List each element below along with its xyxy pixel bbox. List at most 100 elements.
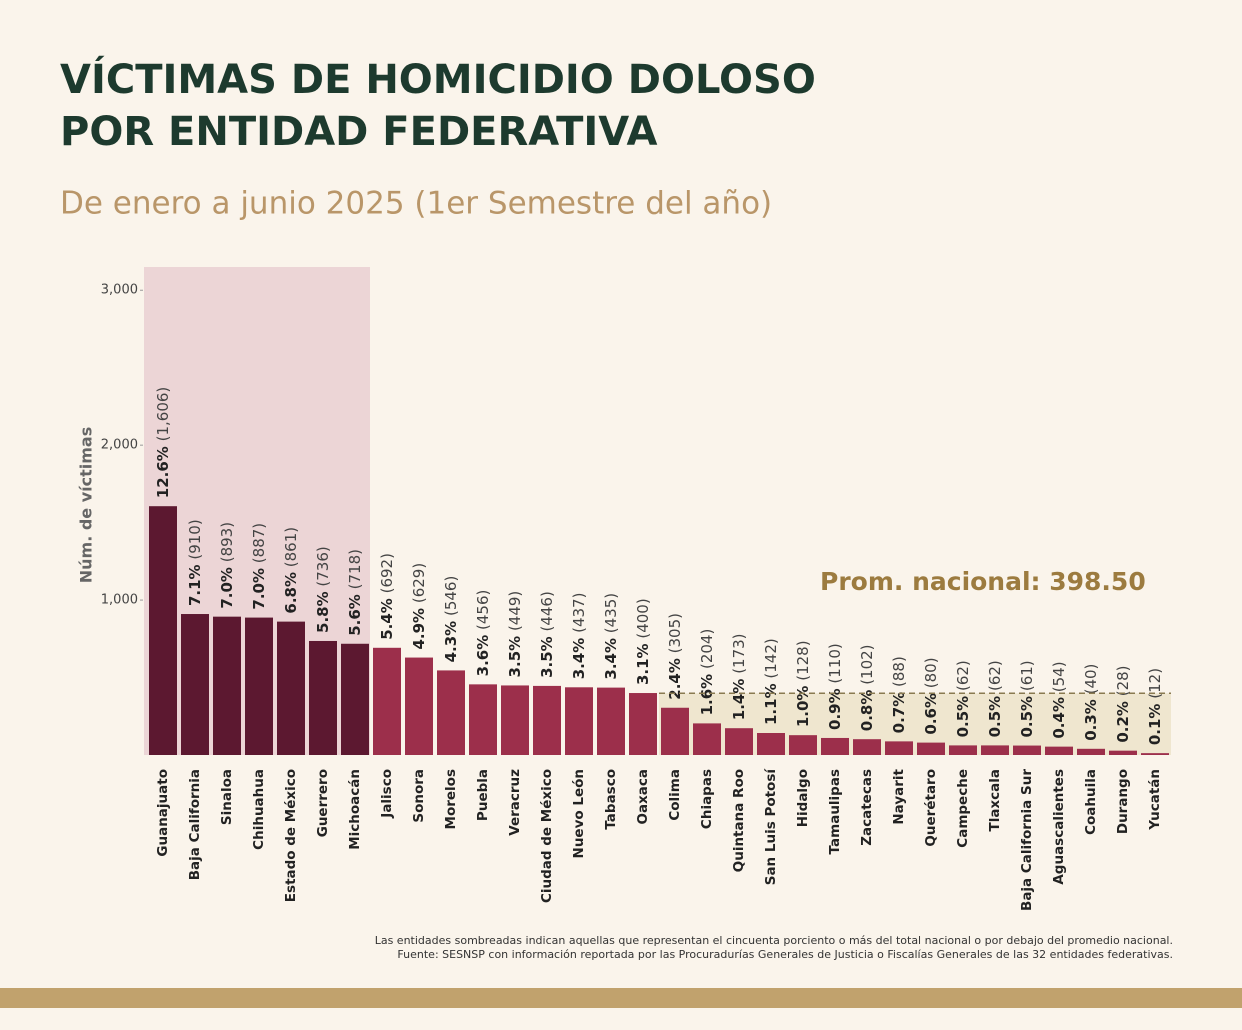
share-label: 7.1% <box>186 564 204 606</box>
x-tick-label: Ciudad de México <box>539 769 555 903</box>
value-label: 1.4% (173) <box>730 633 748 720</box>
x-tick-label: Guerrero <box>315 769 331 837</box>
value-label: 4.3% (546) <box>442 576 460 663</box>
bar <box>629 693 657 755</box>
count-label: (1,606) <box>154 387 172 442</box>
x-tick-label: Hidalgo <box>795 769 811 827</box>
value-label: 1.0% (128) <box>794 640 812 727</box>
count-label: (629) <box>410 563 428 603</box>
x-tick-label: Baja California <box>187 769 203 880</box>
share-label: 2.4% <box>666 658 684 700</box>
x-tick-label: Sonora <box>411 769 427 823</box>
value-label: 0.1% (12) <box>1146 668 1164 745</box>
count-label: (736) <box>314 546 332 586</box>
value-label: 1.1% (142) <box>762 638 780 725</box>
share-label: 5.8% <box>314 591 332 633</box>
count-label: (400) <box>634 598 652 638</box>
x-tick-label: Chiapas <box>699 769 715 829</box>
x-tick-label: Tamaulipas <box>827 769 843 854</box>
x-tick-label: Campeche <box>955 769 971 848</box>
count-label: (62) <box>986 660 1004 691</box>
bar <box>1013 745 1041 755</box>
bar <box>757 733 785 755</box>
y-tick-label: 3,000 <box>101 283 138 298</box>
share-label: 3.5% <box>538 636 556 678</box>
count-label: (173) <box>730 633 748 673</box>
share-label: 1.4% <box>730 679 748 721</box>
share-label: 3.6% <box>474 635 492 677</box>
x-tick-label: Veracruz <box>507 769 523 836</box>
share-label: 3.4% <box>570 638 588 680</box>
average-label: Prom. nacional: 398.50 <box>820 567 1146 596</box>
count-label: (449) <box>506 591 524 631</box>
value-label: 3.1% (400) <box>634 598 652 685</box>
x-tick-label: Estado de México <box>283 769 299 902</box>
count-label: (893) <box>218 522 236 562</box>
x-tick-label: Yucatán <box>1147 769 1163 831</box>
share-label: 0.3% <box>1082 699 1100 741</box>
value-label: 0.5% (62) <box>986 660 1004 737</box>
y-axis-label: Núm. de víctimas <box>77 427 96 584</box>
count-label: (102) <box>858 644 876 684</box>
x-tick-label: Nayarit <box>891 768 907 824</box>
value-label: 0.2% (28) <box>1114 665 1132 742</box>
x-tick-label: Sinaloa <box>219 769 235 825</box>
x-tick-label: Baja California Sur <box>1019 769 1035 911</box>
bar <box>821 737 849 755</box>
chart-title: VÍCTIMAS DE HOMICIDIO DOLOSO <box>60 55 816 103</box>
bar <box>373 647 401 755</box>
share-label: 0.7% <box>890 692 908 734</box>
value-label: 7.1% (910) <box>186 519 204 606</box>
x-tick-label: Zacatecas <box>859 769 875 846</box>
share-label: 0.8% <box>858 690 876 732</box>
value-label: 0.7% (88) <box>890 656 908 733</box>
x-tick-label: Oaxaca <box>635 769 651 825</box>
share-label: 0.5% <box>954 696 972 738</box>
bar <box>245 617 273 755</box>
share-label: 7.0% <box>218 567 236 609</box>
share-label: 1.1% <box>762 683 780 725</box>
count-label: (456) <box>474 590 492 630</box>
share-label: 0.2% <box>1114 701 1132 743</box>
share-label: 0.5% <box>986 696 1004 738</box>
value-label: 0.6% (80) <box>922 657 940 734</box>
share-label: 3.1% <box>634 643 652 685</box>
count-label: (435) <box>602 593 620 633</box>
footnote: Fuente: SESNSP con información reportada… <box>397 948 1173 961</box>
value-label: 6.8% (861) <box>282 527 300 614</box>
share-label: 0.6% <box>922 693 940 735</box>
x-tick-label: Colima <box>667 769 683 821</box>
share-label: 6.8% <box>282 572 300 614</box>
bar <box>725 728 753 755</box>
value-label: 0.4% (54) <box>1050 661 1068 738</box>
bar <box>1141 753 1169 755</box>
x-tick-label: Aguascalientes <box>1051 769 1067 885</box>
count-label: (62) <box>954 660 972 691</box>
bar <box>693 723 721 755</box>
value-label: 7.0% (887) <box>250 523 268 610</box>
value-label: 3.5% (449) <box>506 591 524 678</box>
bar <box>661 707 689 755</box>
count-label: (546) <box>442 576 460 616</box>
count-label: (204) <box>698 629 716 669</box>
share-label: 0.5% <box>1018 696 1036 738</box>
count-label: (12) <box>1146 668 1164 699</box>
bar <box>501 685 529 755</box>
bar <box>437 670 465 755</box>
x-tick-label: Morelos <box>443 769 459 829</box>
bar <box>853 739 881 755</box>
x-tick-label: San Luis Potosí <box>763 768 779 886</box>
count-label: (437) <box>570 593 588 633</box>
count-label: (718) <box>346 549 364 589</box>
bar <box>565 687 593 755</box>
x-tick-label: Durango <box>1115 769 1131 834</box>
bar <box>1077 748 1105 755</box>
bar <box>341 643 369 755</box>
x-tick-label: Quintana Roo <box>731 769 747 872</box>
footnote: Las entidades sombreadas indican aquella… <box>375 934 1173 947</box>
count-label: (887) <box>250 523 268 563</box>
chart-subtitle: De enero a junio 2025 (1er Semestre del … <box>60 186 772 222</box>
value-label: 2.4% (305) <box>666 613 684 700</box>
x-tick-label: Tlaxcala <box>987 769 1003 832</box>
